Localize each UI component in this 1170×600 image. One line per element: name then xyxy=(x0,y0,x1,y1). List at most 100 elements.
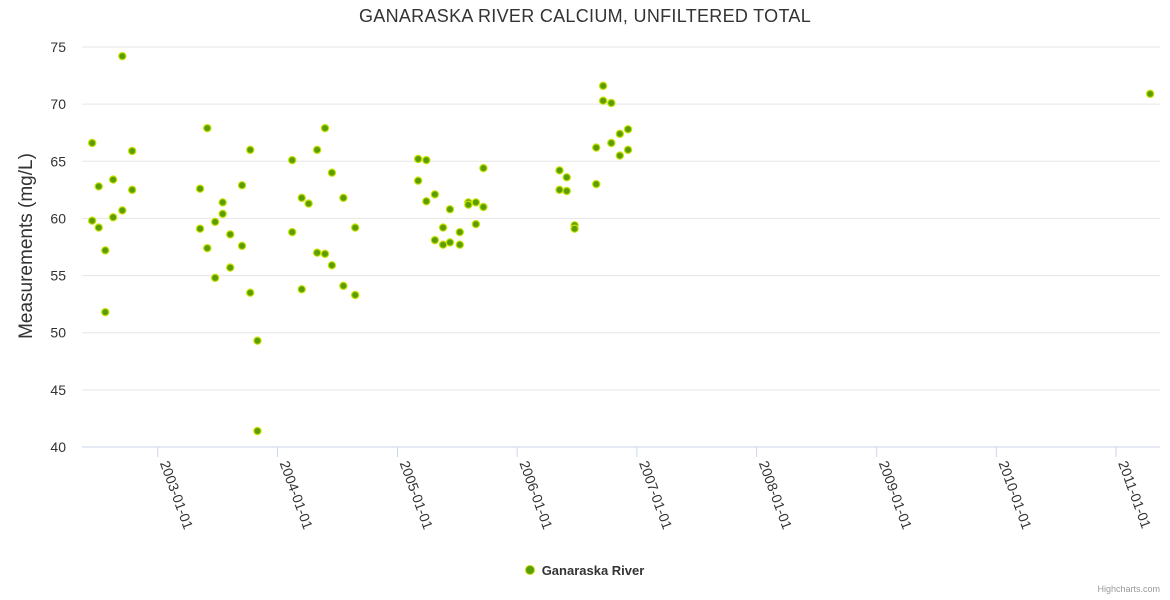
data-point[interactable] xyxy=(304,199,313,208)
data-point[interactable] xyxy=(422,155,431,165)
data-point[interactable] xyxy=(312,248,322,257)
data-point[interactable] xyxy=(339,281,348,291)
data-point[interactable] xyxy=(438,223,448,232)
data-point[interactable] xyxy=(118,51,127,61)
data-point[interactable] xyxy=(210,217,220,227)
data-point[interactable] xyxy=(339,193,348,203)
legend-item-ganaraska-river[interactable]: Ganaraska River xyxy=(525,562,645,578)
data-point[interactable] xyxy=(218,209,227,219)
data-point[interactable] xyxy=(562,186,571,196)
data-point[interactable] xyxy=(195,224,205,233)
data-point[interactable] xyxy=(127,185,137,195)
x-tick-label: 2004-01-01 xyxy=(277,459,317,532)
data-point[interactable] xyxy=(615,151,625,160)
y-tick-label: 40 xyxy=(50,439,66,455)
data-point[interactable] xyxy=(101,307,110,317)
data-point[interactable] xyxy=(455,240,465,249)
data-point[interactable] xyxy=(607,138,616,148)
series-ganaraska-river xyxy=(87,51,1155,436)
data-point[interactable] xyxy=(555,185,564,195)
x-tick-label: 2008-01-01 xyxy=(756,459,796,532)
data-point[interactable] xyxy=(226,263,235,272)
data-point[interactable] xyxy=(108,175,118,184)
data-point[interactable] xyxy=(94,182,103,191)
y-tick-label: 55 xyxy=(50,268,66,284)
x-tick-label: 2006-01-01 xyxy=(516,459,556,532)
gridlines xyxy=(82,46,1160,391)
data-point[interactable] xyxy=(127,146,137,156)
y-axis-ticks: 40 45 50 55 60 65 70 75 xyxy=(50,39,66,455)
data-point[interactable] xyxy=(203,123,212,133)
data-point[interactable] xyxy=(430,190,440,199)
data-point[interactable] xyxy=(607,98,616,108)
data-point[interactable] xyxy=(1145,89,1155,99)
data-point[interactable] xyxy=(471,219,481,229)
data-point[interactable] xyxy=(455,227,465,237)
data-point[interactable] xyxy=(226,230,235,239)
data-point[interactable] xyxy=(598,81,608,91)
data-point[interactable] xyxy=(598,96,608,105)
data-point[interactable] xyxy=(118,206,127,215)
data-point[interactable] xyxy=(422,197,431,206)
data-point[interactable] xyxy=(464,200,473,209)
data-point[interactable] xyxy=(320,123,330,133)
data-point[interactable] xyxy=(570,224,579,233)
data-point[interactable] xyxy=(479,202,488,212)
x-tick-label: 2009-01-01 xyxy=(876,459,916,532)
data-point[interactable] xyxy=(623,125,633,134)
data-point[interactable] xyxy=(94,223,103,232)
x-axis-ticks: 2003-01-01 2004-01-01 2005-01-01 2006-01-01… xyxy=(157,447,1154,532)
data-point[interactable] xyxy=(101,246,110,255)
data-point[interactable] xyxy=(253,426,262,436)
data-point[interactable] xyxy=(297,193,306,203)
y-tick-label: 50 xyxy=(50,325,66,341)
data-point[interactable] xyxy=(195,184,205,193)
data-point[interactable] xyxy=(203,243,212,253)
data-point[interactable] xyxy=(479,163,488,173)
data-point[interactable] xyxy=(253,336,262,345)
y-tick-label: 60 xyxy=(50,210,66,226)
data-point[interactable] xyxy=(210,273,220,283)
y-tick-label: 70 xyxy=(50,96,66,112)
data-point[interactable] xyxy=(413,154,423,164)
data-point[interactable] xyxy=(350,290,360,300)
data-point[interactable] xyxy=(246,288,255,297)
chart-title: GANARASKA RIVER CALCIUM, UNFILTERED TOTA… xyxy=(358,6,812,26)
data-point[interactable] xyxy=(562,173,571,182)
data-point[interactable] xyxy=(413,176,423,185)
data-point[interactable] xyxy=(438,240,448,249)
data-point[interactable] xyxy=(350,223,360,232)
data-point[interactable] xyxy=(555,166,564,175)
data-point[interactable] xyxy=(430,235,440,245)
data-point[interactable] xyxy=(87,138,97,148)
data-point[interactable] xyxy=(312,145,322,155)
x-tick-label: 2005-01-01 xyxy=(397,459,437,532)
data-point[interactable] xyxy=(218,198,227,207)
data-point[interactable] xyxy=(592,179,601,189)
data-point[interactable] xyxy=(445,238,455,247)
data-point[interactable] xyxy=(327,168,337,177)
data-point[interactable] xyxy=(246,145,255,155)
data-point[interactable] xyxy=(327,261,337,270)
y-tick-label: 75 xyxy=(50,39,66,55)
data-point[interactable] xyxy=(615,129,625,139)
legend-label: Ganaraska River xyxy=(541,562,645,578)
data-point[interactable] xyxy=(87,216,97,225)
data-point[interactable] xyxy=(237,181,247,190)
data-point[interactable] xyxy=(108,213,118,222)
data-point[interactable] xyxy=(288,155,297,165)
x-tick-label: 2003-01-01 xyxy=(157,459,197,532)
data-point[interactable] xyxy=(471,198,481,207)
y-tick-label: 65 xyxy=(50,153,66,169)
data-point[interactable] xyxy=(288,227,297,237)
data-point[interactable] xyxy=(237,241,247,251)
data-point[interactable] xyxy=(445,205,455,214)
data-point[interactable] xyxy=(592,143,601,152)
data-point[interactable] xyxy=(297,285,306,294)
data-point[interactable] xyxy=(623,145,633,155)
data-point[interactable] xyxy=(320,249,330,259)
x-tick-label: 2011-01-01 xyxy=(1115,459,1154,531)
legend-marker-icon xyxy=(525,566,534,574)
credits-link[interactable]: Highcharts.com xyxy=(1097,584,1160,594)
